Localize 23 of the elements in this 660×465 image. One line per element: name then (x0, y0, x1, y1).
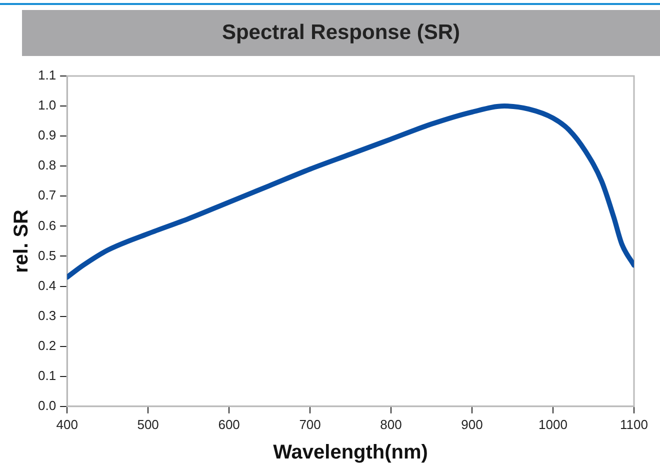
x-tick-label: 500 (137, 416, 159, 432)
y-tick-label: 0.5 (38, 248, 56, 263)
x-tick-label: 900 (461, 416, 483, 432)
chart-title: Spectral Response (SR) (22, 10, 660, 56)
x-tick-label: 1000 (538, 416, 568, 432)
x-tick-label: 600 (218, 416, 240, 432)
y-tick-label: 0.4 (38, 278, 56, 293)
x-tick-label: 700 (299, 416, 321, 432)
y-tick-label: 0.1 (38, 368, 56, 383)
x-tick-label: 800 (380, 416, 402, 432)
x-axis-title: Wavelength(nm) (273, 442, 428, 464)
x-tick-label: 1100 (620, 416, 648, 432)
y-tick-label: 0.3 (38, 308, 56, 323)
y-tick-label: 1.0 (38, 98, 56, 113)
y-tick-label: 0.2 (38, 338, 56, 353)
y-axis-title: rel. SR (10, 208, 33, 273)
y-tick-label: 0.8 (38, 158, 56, 173)
y-tick-label: 0.0 (38, 398, 56, 413)
y-tick-label: 0.9 (38, 128, 56, 143)
y-tick-label: 0.7 (38, 188, 56, 203)
y-tick-label: 1.1 (38, 68, 56, 83)
x-tick-label: 400 (56, 416, 78, 432)
y-tick-label: 0.6 (38, 218, 56, 233)
